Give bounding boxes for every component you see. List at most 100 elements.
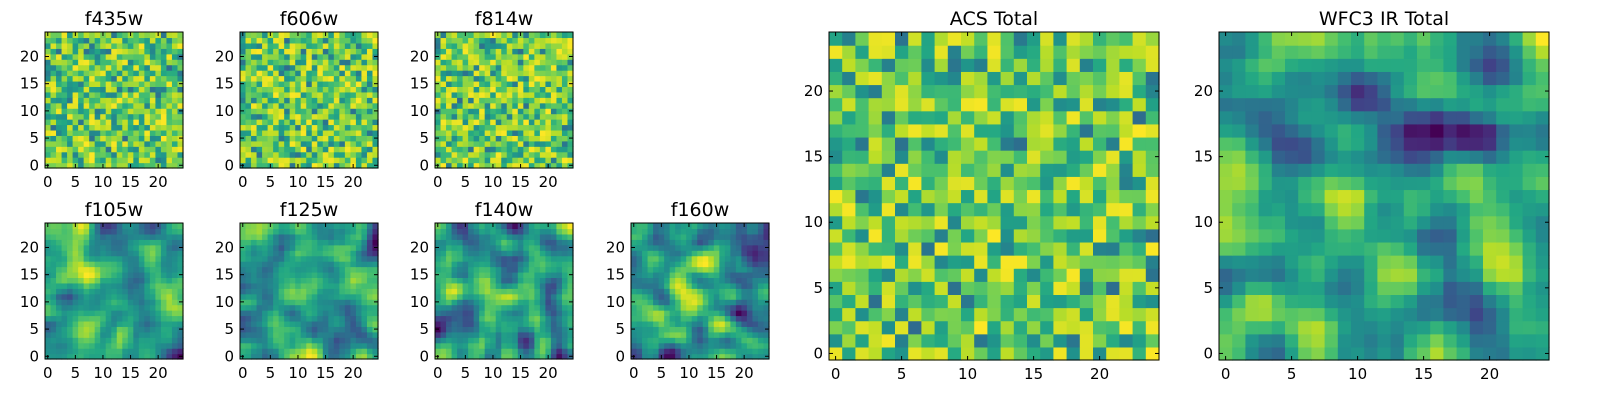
heatmap-cell [333,135,340,142]
heatmap-cell [501,353,508,360]
heatmap-cell [757,239,765,246]
heatmap-cell [534,353,541,360]
heatmap-cell [245,266,252,273]
heatmap-cell [1119,307,1134,322]
heatmap-cell [868,176,883,191]
heatmap-cell [528,337,535,344]
heatmap-cell [300,293,307,300]
heatmap-cell [328,255,335,262]
heatmap-cell [267,140,274,147]
heatmap-cell [177,86,184,93]
heatmap-cell [56,228,63,235]
heatmap-cell [735,282,742,289]
heatmap-cell [506,108,513,115]
heatmap-cell [273,59,280,66]
heatmap-cell [484,348,491,355]
heatmap-cell [512,124,519,131]
heatmap-cell [171,326,179,333]
heatmap-cell [166,70,173,77]
heatmap-cell [100,97,107,104]
heatmap-cell [545,271,552,278]
heatmap-cell [278,228,285,235]
heatmap-cell [501,282,508,289]
heatmap-cell [457,64,464,71]
heatmap-cell [680,239,687,246]
heatmap-cell [317,228,324,235]
heatmap-cell [322,124,329,131]
heatmap-cell [171,293,179,300]
heatmap-cell [317,135,324,142]
heatmap-cell [366,162,374,169]
heatmap-cell [440,348,447,355]
heatmap-cell [1027,268,1041,282]
heatmap-cell [78,255,85,262]
y-tick-label: 20 [410,238,429,256]
heatmap-cell [512,162,519,169]
heatmap-cell [245,140,252,147]
heatmap-cell [757,271,765,278]
heatmap-cell [144,223,151,230]
heatmap-cell [451,315,458,322]
heatmap-cell [333,146,340,153]
x-tick-label: 5 [266,364,276,382]
heatmap-cell [921,215,936,230]
heatmap-cell [149,37,156,44]
heatmap-cell [322,250,329,257]
heatmap-cell [350,342,357,349]
heatmap-cell [741,315,748,322]
heatmap-cell [306,271,313,278]
heatmap-cell [295,157,302,164]
heatmap-cell [506,146,513,153]
heatmap-cell [757,310,765,317]
heatmap-cell [561,233,569,240]
heatmap-cell [1013,228,1028,243]
heatmap-cell [166,255,173,262]
heatmap-cell [523,140,530,147]
heatmap-cell [361,282,368,289]
heatmap-cell [691,266,698,273]
heatmap-cell [256,162,263,169]
heatmap-cell [366,91,374,98]
heatmap-cell [1027,215,1041,230]
heatmap-cell [111,271,118,278]
heatmap-cell [61,266,68,273]
heatmap-cell [245,91,252,98]
heatmap-cell [440,266,447,273]
heatmap-cell [1132,346,1147,361]
heatmap-cell [245,151,252,158]
y-tick-label: 5 [419,320,429,338]
heatmap-cell [149,108,156,115]
heatmap-cell [94,162,101,169]
heatmap-cell [752,331,759,338]
heatmap-cell [987,333,1002,348]
heatmap-cell [245,342,252,349]
heatmap-cell [273,157,280,164]
heatmap-cell [278,304,285,311]
heatmap-cell [138,157,145,164]
heatmap-cell [567,315,574,322]
heatmap-cell [273,223,280,230]
heatmap-cell [539,244,546,251]
heatmap-cell [339,157,346,164]
heatmap-cell [697,320,704,327]
heatmap-cell [1079,176,1094,191]
heatmap-cell [484,337,491,344]
heatmap-cell [451,244,458,251]
heatmap-cell [724,293,731,300]
heatmap-cell [528,320,535,327]
heatmap-cell [545,146,552,153]
heatmap-cell [451,331,458,338]
heatmap-cell [691,299,698,306]
heatmap-cell [240,42,247,49]
heatmap-cell [350,86,357,93]
heatmap-cell [501,124,508,131]
heatmap-cell [160,261,168,268]
heatmap-cell [155,304,162,311]
heatmap-cell [100,102,107,109]
heatmap-cell [355,108,363,115]
heatmap-cell [908,202,922,217]
heatmap-cell [517,315,524,322]
heatmap-cell [256,353,263,360]
heatmap-cell [149,32,156,39]
heatmap-cell [83,261,90,268]
